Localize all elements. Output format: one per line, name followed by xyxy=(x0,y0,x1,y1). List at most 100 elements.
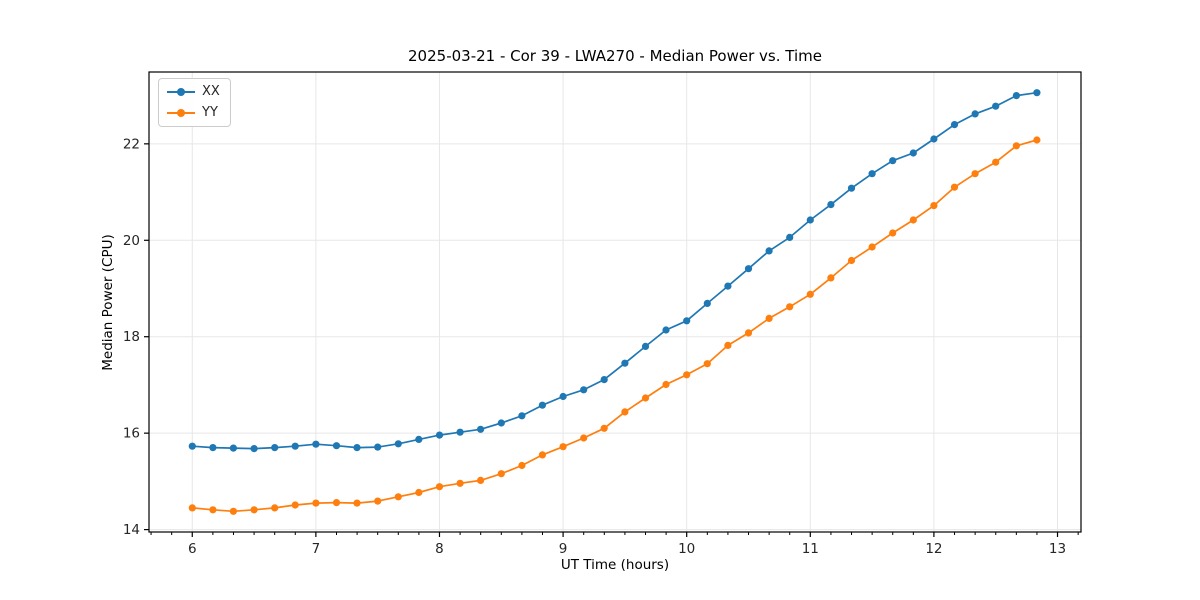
data-point-xx xyxy=(765,247,773,255)
data-point-xx xyxy=(415,435,423,443)
data-point-xx xyxy=(477,425,485,433)
data-point-yy xyxy=(621,408,629,416)
data-point-xx xyxy=(518,412,526,420)
data-point-yy xyxy=(559,443,567,451)
data-point-xx xyxy=(374,443,382,451)
data-point-xx xyxy=(538,401,547,409)
x-tick-label: 13 xyxy=(1049,541,1066,557)
x-axis-label: UT Time (hours) xyxy=(560,557,670,573)
data-point-yy xyxy=(456,479,464,487)
data-point-xx xyxy=(662,326,670,334)
x-tick-label: 10 xyxy=(678,541,695,557)
data-point-xx xyxy=(1033,89,1041,97)
data-point-yy xyxy=(641,394,650,402)
data-point-xx xyxy=(600,376,608,384)
data-point-xx xyxy=(559,392,567,401)
data-point-yy xyxy=(394,493,402,501)
y-tick-label: 18 xyxy=(123,329,140,345)
data-point-yy xyxy=(909,216,917,224)
data-point-xx xyxy=(394,440,402,448)
data-point-xx xyxy=(950,121,959,129)
x-minor-ticks xyxy=(150,532,1079,535)
data-point-yy xyxy=(889,229,897,237)
data-point-yy xyxy=(971,170,979,178)
data-point-yy xyxy=(847,256,856,265)
legend-label-yy: YY xyxy=(202,105,218,120)
x-tick-label: 8 xyxy=(435,541,444,557)
x-tick-label: 11 xyxy=(802,541,819,557)
data-point-xx xyxy=(786,233,794,241)
data-point-xx xyxy=(868,170,876,178)
data-point-xx xyxy=(806,216,814,224)
data-point-yy xyxy=(786,303,794,311)
data-point-xx xyxy=(744,265,753,273)
y-axis-label: Median Power (CPU) xyxy=(100,234,116,371)
data-point-yy xyxy=(271,504,279,512)
series-yy-line xyxy=(192,139,1038,513)
data-point-yy xyxy=(188,504,196,512)
data-point-xx xyxy=(332,442,341,450)
data-point-yy xyxy=(868,243,876,251)
legend: XX YY xyxy=(158,78,231,127)
data-point-xx xyxy=(312,440,320,448)
y-ticks: 14 16 18 20 22 xyxy=(123,136,149,538)
data-point-yy xyxy=(229,507,237,515)
data-point-xx xyxy=(353,444,361,452)
x-tick-label: 7 xyxy=(312,541,321,557)
legend-label-xx: XX xyxy=(202,84,220,99)
data-point-yy xyxy=(950,183,959,191)
data-point-yy xyxy=(415,488,423,497)
y-tick-label: 16 xyxy=(123,426,140,442)
data-point-xx xyxy=(889,157,897,165)
y-tick-label: 22 xyxy=(123,136,140,152)
data-point-xx xyxy=(1012,92,1021,100)
gridlines xyxy=(149,72,1081,532)
data-point-xx xyxy=(724,282,732,290)
series-yy-markers xyxy=(188,136,1041,515)
legend-item-yy: YY xyxy=(167,105,220,121)
data-point-yy xyxy=(435,483,444,491)
data-point-yy xyxy=(332,499,341,507)
data-point-xx xyxy=(209,444,217,452)
data-point-yy xyxy=(518,461,526,470)
data-point-xx xyxy=(456,428,464,436)
data-point-yy xyxy=(250,506,258,514)
data-point-xx xyxy=(641,342,650,350)
data-point-yy xyxy=(683,371,691,379)
data-point-yy xyxy=(538,451,547,459)
data-point-yy xyxy=(291,501,299,509)
y-tick-label: 20 xyxy=(123,233,140,249)
data-point-yy xyxy=(992,158,1000,166)
data-point-yy xyxy=(703,360,711,368)
data-point-xx xyxy=(703,299,711,307)
series-xx-markers xyxy=(188,89,1041,453)
data-point-xx xyxy=(250,445,258,453)
data-point-yy xyxy=(827,274,835,282)
x-tick-label: 12 xyxy=(925,541,942,557)
data-point-xx xyxy=(930,135,938,143)
legend-marker-yy xyxy=(167,105,195,121)
x-ticks: 6 7 8 9 10 11 12 13 xyxy=(188,532,1066,557)
data-point-yy xyxy=(724,341,732,349)
data-point-yy xyxy=(744,329,753,337)
data-point-xx xyxy=(229,444,237,452)
data-point-xx xyxy=(188,442,196,450)
data-point-xx xyxy=(971,110,979,118)
data-point-xx xyxy=(271,444,279,452)
plot-border xyxy=(148,71,1082,533)
data-point-yy xyxy=(374,497,382,505)
data-point-xx xyxy=(291,442,299,450)
chart-title: 2025-03-21 - Cor 39 - LWA270 - Median Po… xyxy=(408,47,822,65)
data-point-yy xyxy=(600,424,608,432)
data-point-xx xyxy=(580,386,588,394)
data-point-yy xyxy=(353,499,361,507)
x-tick-label: 6 xyxy=(188,541,197,557)
y-tick-label: 14 xyxy=(123,522,140,538)
legend-item-xx: XX xyxy=(167,84,220,100)
data-point-xx xyxy=(621,359,629,367)
legend-marker-xx xyxy=(167,84,195,100)
data-point-yy xyxy=(1012,142,1021,150)
data-point-xx xyxy=(909,149,917,157)
